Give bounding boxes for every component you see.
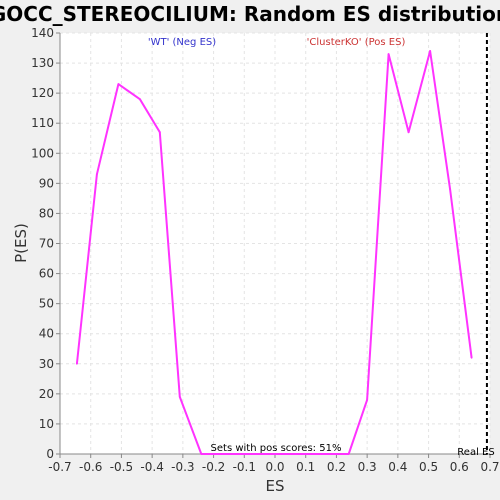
data-point <box>220 453 223 455</box>
data-point <box>387 53 390 55</box>
neg-es-label: 'WT' (Neg ES) <box>148 37 216 48</box>
chart-title: GOCC_STEREOCILIUM: Random ES distributio… <box>0 2 500 26</box>
data-point <box>407 131 410 134</box>
x-tick-label: -0.2 <box>202 460 225 474</box>
data-point <box>347 453 350 455</box>
data-point <box>158 131 161 134</box>
x-tick-label: -0.7 <box>48 460 71 474</box>
x-tick-label: 0.5 <box>419 460 438 474</box>
data-point <box>429 50 431 52</box>
data-point <box>260 453 263 455</box>
data-point <box>340 453 342 455</box>
data-point <box>449 188 451 191</box>
y-tick-label: 100 <box>31 146 54 160</box>
data-point <box>320 453 322 455</box>
x-tick-label: -0.1 <box>233 460 256 474</box>
x-tick-label: -0.3 <box>171 460 194 474</box>
data-point <box>470 356 473 359</box>
y-tick-label: 60 <box>39 267 54 281</box>
x-tick-label: -0.6 <box>79 460 102 474</box>
data-point <box>200 453 203 455</box>
x-tick-label: 0.2 <box>327 460 346 474</box>
y-tick-label: 120 <box>31 86 54 100</box>
sets-note: Sets with pos scores: 51% <box>211 443 342 454</box>
data-point <box>178 396 181 398</box>
y-axis-label: P(ES) <box>12 223 30 263</box>
y-tick-label: 80 <box>39 206 54 220</box>
y-tick-label: 10 <box>39 417 54 431</box>
x-axis-label: ES <box>266 477 285 495</box>
real-es-label: Real ES <box>457 447 494 458</box>
y-tick-label: 0 <box>46 447 54 461</box>
x-tick-label: 0.4 <box>388 460 407 474</box>
x-tick-label: 0.1 <box>296 460 315 474</box>
data-point <box>117 83 120 85</box>
data-point <box>76 362 78 365</box>
data-point <box>139 98 141 101</box>
x-tick-label: -0.4 <box>140 460 163 474</box>
y-tick-label: 30 <box>39 357 54 371</box>
data-point <box>96 173 98 176</box>
y-tick-label: 140 <box>31 26 54 40</box>
x-tick-label: 0.6 <box>450 460 469 474</box>
y-tick-label: 40 <box>39 327 54 341</box>
x-tick-label: -0.5 <box>110 460 133 474</box>
y-tick-label: 20 <box>39 387 54 401</box>
y-tick-label: 70 <box>39 237 54 251</box>
y-tick-label: 110 <box>31 116 54 130</box>
x-tick-label: 0.0 <box>265 460 284 474</box>
data-point <box>240 453 243 455</box>
y-tick-label: 50 <box>39 297 54 311</box>
x-tick-label: 0.3 <box>358 460 377 474</box>
series-layer <box>75 50 473 455</box>
data-point <box>366 399 368 401</box>
data-point <box>280 453 282 455</box>
y-tick-label: 130 <box>31 56 54 70</box>
axis-ticks: -0.7 -0.6 -0.5 -0.4 -0.3 -0.2 -0.1 0.0 0.1 0.2 0.3… <box>31 26 499 474</box>
data-point <box>300 453 302 455</box>
pos-es-label: 'ClusterKO' (Pos ES) <box>307 37 406 48</box>
y-tick-label: 90 <box>39 176 54 190</box>
x-tick-label: 0.7 <box>480 460 499 474</box>
